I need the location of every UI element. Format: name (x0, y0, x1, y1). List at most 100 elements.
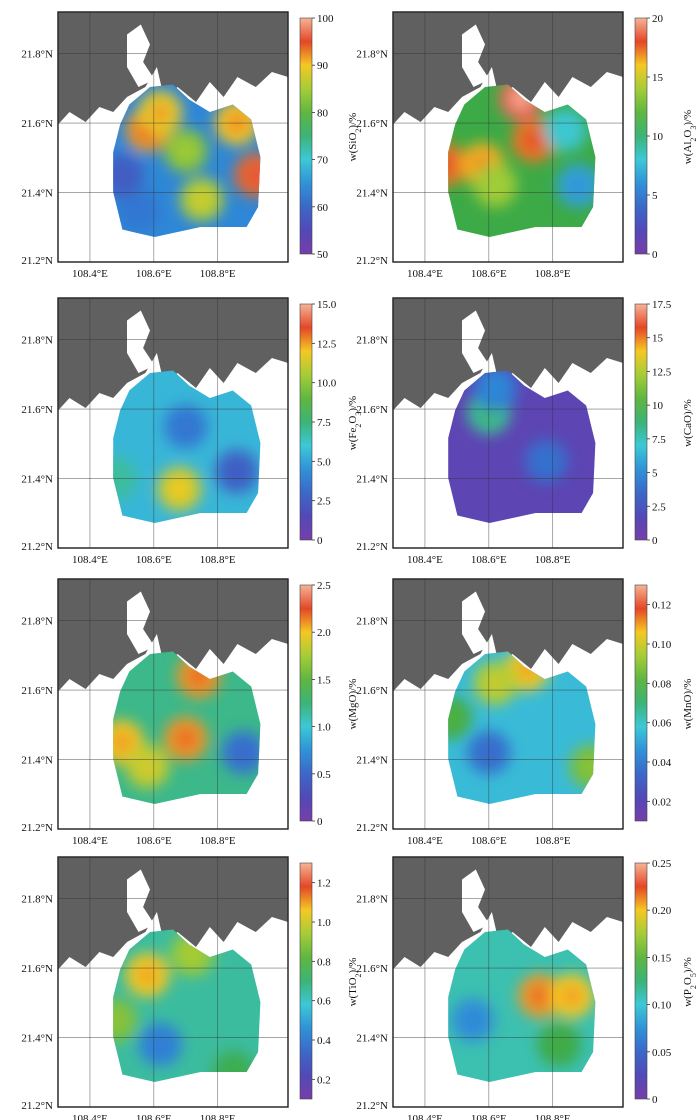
colorbar-tick-label: 0 (652, 535, 658, 547)
colorbar (299, 862, 313, 1100)
colorbar (299, 584, 313, 822)
heat-field (113, 929, 261, 1082)
colorbar-tick-label: 60 (317, 202, 329, 214)
hotspot (183, 945, 202, 964)
hotspot-halo (448, 142, 467, 187)
lon-tick-label: 108.8°E (535, 835, 571, 847)
lat-tick-label: 21.8°N (356, 49, 388, 61)
hotspot (227, 462, 246, 481)
lon-tick-label: 108.4°E (407, 268, 443, 280)
colorbar-tick-label: 2.5 (652, 501, 666, 513)
label-text: O (347, 416, 359, 424)
hotspot (448, 708, 460, 727)
hotspot (463, 1011, 482, 1030)
label-text: w(SiO (347, 133, 359, 162)
lat-tick-label: 21.4°N (356, 474, 388, 486)
colorbar-label: w(Fe2O3)/% (347, 396, 363, 450)
hotspot (176, 417, 195, 436)
label-text: w(Fe (347, 428, 359, 451)
hotspot (128, 200, 147, 219)
lat-tick-label: 21.8°N (356, 335, 388, 347)
colorbar-tick-label: 80 (317, 107, 329, 119)
bay-water (462, 24, 490, 87)
colorbar (634, 17, 648, 255)
lat-tick-label: 21.2°N (21, 822, 53, 834)
bay-water (462, 869, 490, 932)
label-subscript: 2 (354, 973, 363, 977)
colorbar-tick-label: 2.5 (317, 496, 331, 508)
colorbar-tick-label: 0.12 (652, 600, 671, 612)
colorbar-label: w(SiO2)/% (347, 113, 363, 162)
colorbar-tick-label: 2.5 (317, 580, 331, 592)
heat-field (448, 929, 596, 1082)
bay-water (127, 24, 155, 87)
colorbar-tick-label: 1.2 (317, 878, 331, 890)
colorbar (634, 584, 648, 822)
colorbar-tick-label: 0.2 (317, 1074, 331, 1086)
colorbar-tick-label: 15 (652, 72, 664, 84)
label-text: w(MgO)/% (347, 679, 359, 730)
label-text: )/% (347, 396, 359, 412)
label-subscript: 2 (354, 424, 363, 428)
hotspot (530, 986, 549, 1005)
colorbar-tick-label: 1.5 (317, 674, 331, 686)
colorbar-tick-label: 0.05 (652, 1047, 672, 1059)
hotspot (170, 479, 189, 498)
colorbar-tick-label: 7.5 (652, 434, 666, 446)
colorbar-tick-label: 0.04 (652, 757, 672, 769)
lat-tick-label: 21.2°N (21, 1100, 53, 1112)
colorbar-tick-label: 0.25 (652, 858, 672, 870)
label-text: )/% (682, 110, 694, 126)
lat-tick-label: 21.4°N (21, 1033, 53, 1045)
lat-tick-label: 21.2°N (356, 541, 388, 553)
colorbar-tick-label: 5.0 (317, 456, 331, 468)
lon-tick-label: 108.6°E (136, 835, 172, 847)
hotspot (113, 166, 131, 185)
lat-tick-label: 21.4°N (21, 755, 53, 767)
colorbar (299, 303, 313, 541)
hotspot (138, 757, 157, 776)
land-mass (58, 298, 288, 411)
colorbar-tick-label: 0.15 (652, 952, 672, 964)
colorbar-label: w(TiO2)/% (347, 958, 363, 1007)
lon-tick-label: 108.8°E (200, 1113, 236, 1120)
colorbar-tick-label: 10 (652, 400, 664, 412)
land-mass (58, 857, 288, 970)
map-panel: 21.8°N 21.6°N 21.4°N 21.2°N 108.4°E 108.6°E 10… (356, 856, 698, 1120)
hotspot (138, 966, 157, 985)
lat-tick-label: 21.8°N (21, 894, 53, 906)
label-text: )/% (682, 957, 694, 973)
map-panel: 21.8°N 21.6°N 21.4°N 21.2°N 108.4°E 108.6°E 10… (21, 578, 359, 847)
lat-tick-label: 21.2°N (356, 822, 388, 834)
colorbar-tick-label: 17.5 (652, 299, 672, 311)
label-text: w(Al (682, 142, 694, 165)
colorbar-tick-label: 10.0 (317, 378, 337, 390)
heat-field (113, 370, 261, 523)
label-subscript: 3 (354, 412, 363, 416)
colorbar-tick-label: 0.06 (652, 718, 672, 730)
hotspot (151, 1035, 170, 1054)
label-text: O (682, 130, 694, 138)
colorbar-tick-label: 12.5 (317, 338, 337, 350)
colorbar-tick-label: 7.5 (317, 417, 331, 429)
map-panel: 21.8°N 21.6°N 21.4°N 21.2°N 108.4°E 108.6°E 10… (21, 297, 363, 566)
label-text: w(P (682, 989, 694, 1007)
land-mass (58, 579, 288, 692)
lon-tick-label: 108.6°E (136, 554, 172, 566)
label-subscript: 3 (689, 126, 698, 130)
hotspot (234, 743, 253, 762)
bay-water (127, 310, 155, 373)
land-mass (393, 298, 623, 411)
lat-tick-label: 21.6°N (21, 963, 53, 975)
lat-tick-label: 21.2°N (356, 255, 388, 267)
lat-tick-label: 21.4°N (21, 188, 53, 200)
colorbar-tick-label: 0.6 (317, 996, 331, 1008)
hotspot (176, 729, 195, 748)
colorbar-tick-label: 70 (317, 155, 329, 167)
colorbar-tick-label: 5 (652, 468, 658, 480)
lon-tick-label: 108.8°E (200, 554, 236, 566)
map-panel: 21.8°N 21.6°N 21.4°N 21.2°N 108.4°E 108.6°E 10… (21, 11, 363, 280)
lon-tick-label: 108.4°E (407, 835, 443, 847)
colorbar-tick-label: 0 (652, 249, 658, 261)
